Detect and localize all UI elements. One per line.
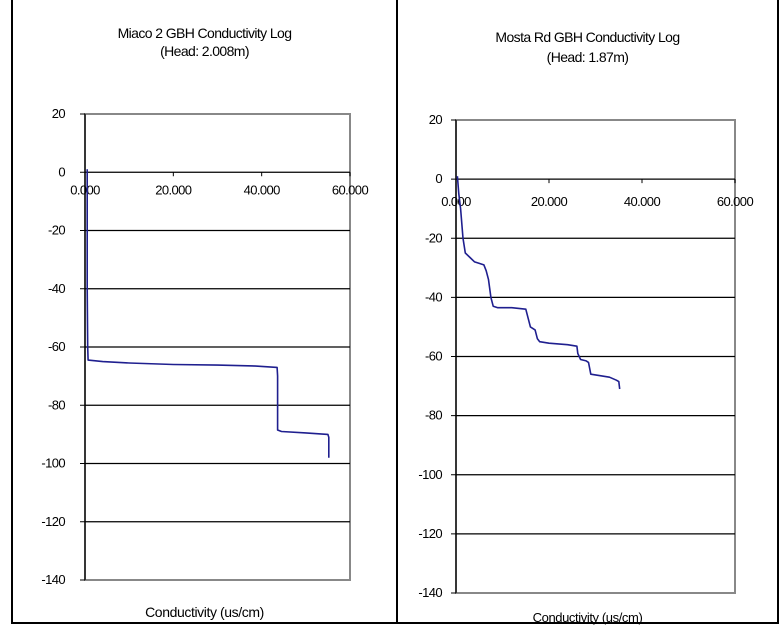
y-tick-label: -80 <box>425 408 442 423</box>
series-line <box>86 169 330 458</box>
chart-title: Miaco 2 GBH Conductivity Log <box>117 25 292 41</box>
x-axis-label: Conductivity (us/cm) <box>145 604 264 620</box>
x-axis-label: Conductivity (us/cm) <box>532 610 643 625</box>
chart-title: Mosta Rd GBH Conductivity Log <box>495 29 680 45</box>
x-tick-label: 20.000 <box>155 182 192 197</box>
chart-subtitle: (Head: 2.008m) <box>160 43 249 59</box>
y-tick-label: -20 <box>48 223 65 238</box>
chart-plot-mosta: 20 0 -20 -40 -60 -80 -100 -120 -140 0.000 20.000 40… <box>418 112 754 600</box>
y-tick-label: -60 <box>48 339 65 354</box>
y-tick-label: -20 <box>425 230 442 245</box>
x-tick-label: 60.000 <box>717 194 754 209</box>
x-tick-label: 40.000 <box>244 182 281 197</box>
x-tick-label: 40.000 <box>624 194 661 209</box>
y-tick-label: -120 <box>418 526 442 541</box>
x-tick-label: 0.000 <box>70 182 100 197</box>
y-tick-label: -40 <box>425 289 442 304</box>
y-tick-label: -80 <box>48 397 65 412</box>
y-tick-label: 0 <box>435 171 442 186</box>
chart-subtitle: (Head: 1.87m) <box>546 49 629 65</box>
x-tick-label: 60.000 <box>332 182 369 197</box>
series-line <box>456 176 621 390</box>
chart-panel-miaco: Miaco 2 GBH Conductivity Log (Head: 2.00… <box>11 0 398 624</box>
y-tick-label: 20 <box>52 106 66 121</box>
y-tick-label: -140 <box>41 572 65 587</box>
y-tick-label: -120 <box>41 514 65 529</box>
x-tick-label: 20.000 <box>531 194 568 209</box>
y-tick-label: 0 <box>58 164 65 179</box>
y-tick-label: -40 <box>48 281 65 296</box>
chart-panel-mosta: Mosta Rd GBH Conductivity Log (Head: 1.8… <box>396 0 779 625</box>
y-tick-label: -100 <box>41 456 65 471</box>
x-tick-label: 0.000 <box>441 194 471 209</box>
y-tick-label: -140 <box>418 585 442 600</box>
y-tick-label: -100 <box>418 467 442 482</box>
chart-plot-miaco: 20 0 -20 -40 -60 -80 -100 -120 -140 0.000 20.000 40… <box>41 106 369 587</box>
y-tick-label: -60 <box>425 349 442 364</box>
y-tick-label: 20 <box>429 112 443 127</box>
